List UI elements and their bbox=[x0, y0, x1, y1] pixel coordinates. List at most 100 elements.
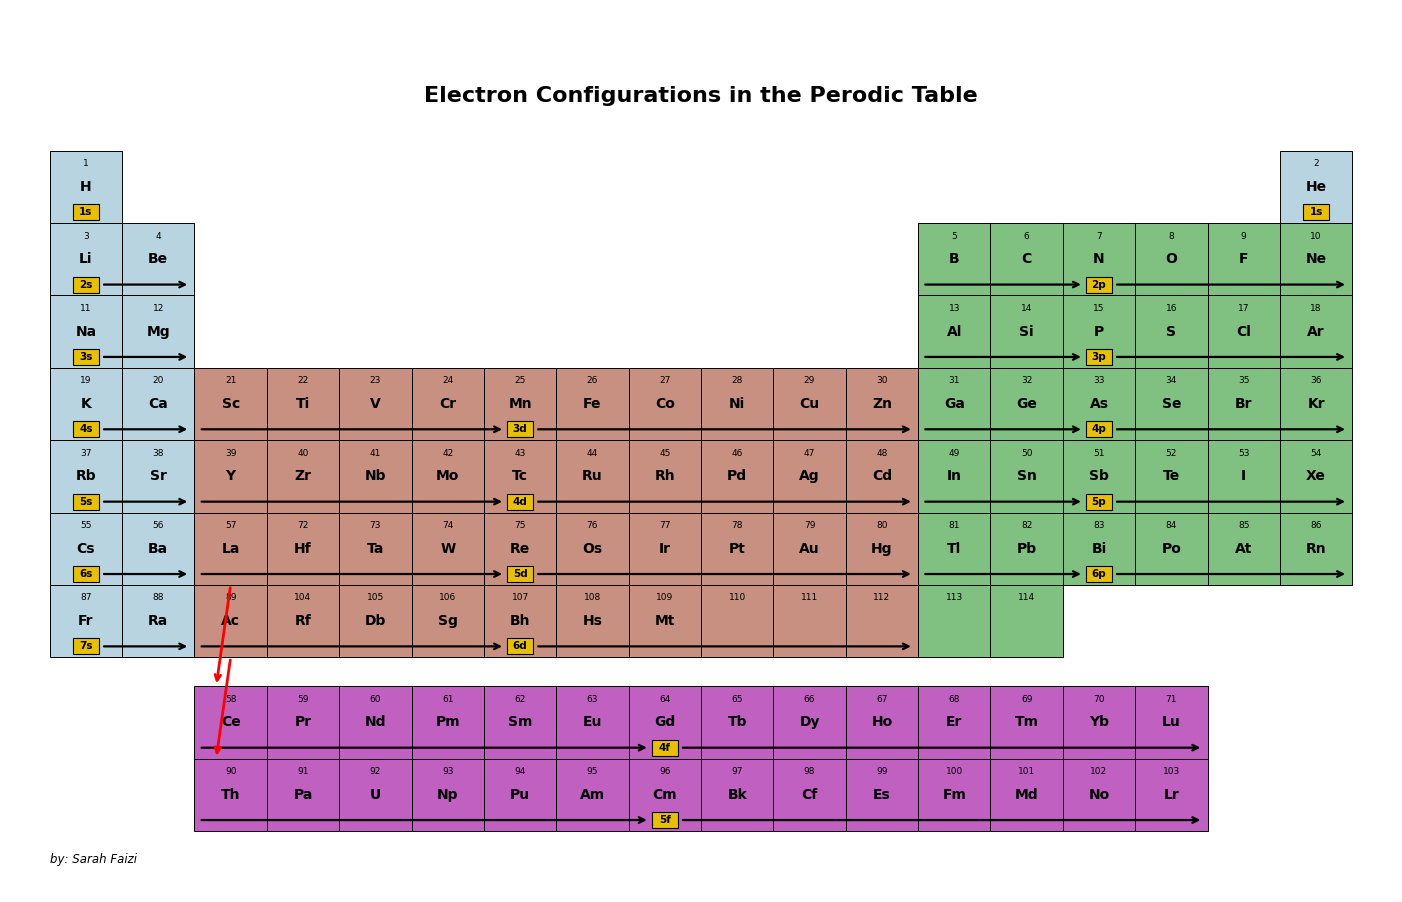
Bar bbox=[652, 740, 677, 756]
Text: Fr: Fr bbox=[79, 614, 94, 628]
Text: 96: 96 bbox=[659, 767, 670, 776]
Text: Xe: Xe bbox=[1307, 469, 1326, 483]
Bar bbox=[701, 584, 774, 658]
Text: 4s: 4s bbox=[79, 424, 93, 434]
Text: 3p: 3p bbox=[1092, 352, 1106, 362]
Text: 111: 111 bbox=[801, 594, 819, 603]
Text: Zr: Zr bbox=[294, 469, 311, 483]
Text: O: O bbox=[1165, 253, 1178, 266]
Text: 109: 109 bbox=[656, 594, 673, 603]
Text: Np: Np bbox=[437, 787, 458, 802]
Bar bbox=[73, 349, 100, 365]
Text: 88: 88 bbox=[153, 594, 164, 603]
Bar bbox=[1087, 493, 1112, 510]
Bar bbox=[918, 686, 990, 759]
Bar bbox=[652, 812, 677, 828]
Text: 27: 27 bbox=[659, 376, 670, 385]
Bar bbox=[918, 223, 990, 296]
Bar bbox=[122, 512, 195, 584]
Text: 6d: 6d bbox=[513, 641, 527, 651]
Text: 86: 86 bbox=[1311, 521, 1322, 530]
Text: 6s: 6s bbox=[80, 569, 93, 579]
Bar bbox=[557, 440, 628, 512]
Text: 40: 40 bbox=[297, 448, 308, 457]
Text: Nd: Nd bbox=[365, 715, 386, 730]
Text: 34: 34 bbox=[1165, 376, 1178, 385]
Text: Ca: Ca bbox=[149, 397, 168, 411]
Bar bbox=[339, 368, 412, 440]
Text: Ir: Ir bbox=[659, 542, 670, 556]
Bar bbox=[1087, 277, 1112, 292]
Text: 54: 54 bbox=[1311, 448, 1322, 457]
Text: Ba: Ba bbox=[149, 542, 168, 556]
Bar bbox=[845, 759, 918, 831]
Text: 75: 75 bbox=[515, 521, 526, 530]
Text: 102: 102 bbox=[1091, 767, 1108, 776]
Text: 7: 7 bbox=[1096, 232, 1102, 241]
Text: Am: Am bbox=[580, 787, 606, 802]
Text: 70: 70 bbox=[1094, 695, 1105, 704]
Text: Kr: Kr bbox=[1307, 397, 1325, 411]
Text: Md: Md bbox=[1015, 787, 1039, 802]
Bar bbox=[845, 686, 918, 759]
Text: 22: 22 bbox=[297, 376, 308, 385]
Text: 62: 62 bbox=[515, 695, 526, 704]
Text: 33: 33 bbox=[1094, 376, 1105, 385]
Text: W: W bbox=[440, 542, 456, 556]
Bar bbox=[701, 440, 774, 512]
Bar bbox=[49, 368, 122, 440]
Text: 55: 55 bbox=[80, 521, 91, 530]
Bar bbox=[266, 440, 339, 512]
Text: 2p: 2p bbox=[1092, 280, 1106, 290]
Text: 4f: 4f bbox=[659, 742, 670, 752]
Text: 17: 17 bbox=[1238, 304, 1249, 313]
Text: Co: Co bbox=[655, 397, 674, 411]
Bar bbox=[557, 512, 628, 584]
Text: 80: 80 bbox=[876, 521, 887, 530]
Text: Pr: Pr bbox=[294, 715, 311, 730]
Text: Rn: Rn bbox=[1305, 542, 1326, 556]
Text: B: B bbox=[949, 253, 959, 266]
Text: 5f: 5f bbox=[659, 815, 670, 825]
Bar bbox=[1087, 566, 1112, 582]
Text: 6p: 6p bbox=[1092, 569, 1106, 579]
Text: Si: Si bbox=[1019, 325, 1033, 338]
Bar bbox=[195, 368, 266, 440]
Bar bbox=[412, 686, 484, 759]
Text: Zn: Zn bbox=[872, 397, 892, 411]
Text: 36: 36 bbox=[1311, 376, 1322, 385]
Text: 53: 53 bbox=[1238, 448, 1249, 457]
Text: 104: 104 bbox=[294, 594, 311, 603]
Text: 47: 47 bbox=[803, 448, 815, 457]
Bar bbox=[557, 759, 628, 831]
Text: Ti: Ti bbox=[296, 397, 310, 411]
Bar bbox=[1280, 223, 1353, 296]
Bar bbox=[508, 493, 533, 510]
Text: 19: 19 bbox=[80, 376, 91, 385]
Text: 82: 82 bbox=[1021, 521, 1032, 530]
Bar bbox=[266, 368, 339, 440]
Bar bbox=[774, 686, 845, 759]
Text: Li: Li bbox=[79, 253, 93, 266]
Bar bbox=[122, 440, 195, 512]
Bar bbox=[1063, 440, 1136, 512]
Text: Sn: Sn bbox=[1016, 469, 1036, 483]
Text: Pu: Pu bbox=[510, 787, 530, 802]
Bar bbox=[266, 512, 339, 584]
Text: Gd: Gd bbox=[655, 715, 676, 730]
Text: Er: Er bbox=[946, 715, 962, 730]
Text: Bh: Bh bbox=[510, 614, 530, 628]
Bar bbox=[195, 584, 266, 658]
Bar bbox=[339, 584, 412, 658]
Bar bbox=[701, 759, 774, 831]
Bar bbox=[508, 421, 533, 437]
Text: 94: 94 bbox=[515, 767, 526, 776]
Text: Cm: Cm bbox=[652, 787, 677, 802]
Bar bbox=[990, 759, 1063, 831]
Bar bbox=[73, 493, 100, 510]
Text: 1: 1 bbox=[83, 160, 88, 169]
Text: Cs: Cs bbox=[77, 542, 95, 556]
Text: 112: 112 bbox=[873, 594, 890, 603]
Text: Tl: Tl bbox=[948, 542, 962, 556]
Bar bbox=[49, 151, 122, 223]
